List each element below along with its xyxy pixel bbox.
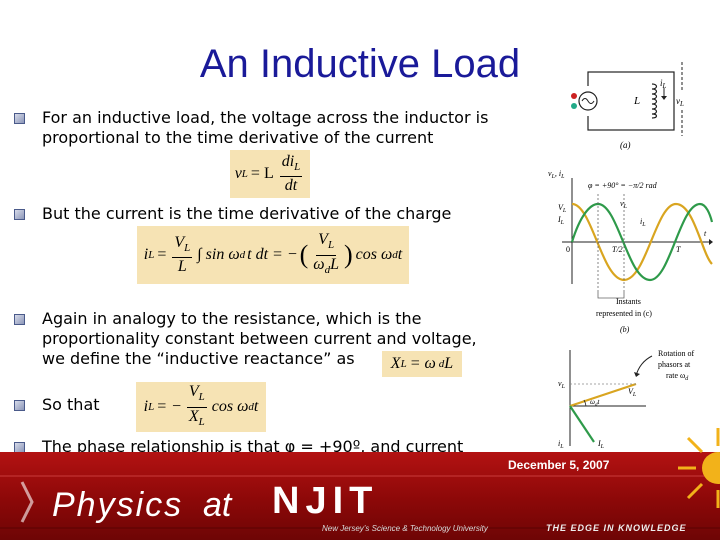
figure-phasors: ωdt vL VL iL IL Rotation of phasors at r…: [556, 346, 718, 450]
footer-slogan: THE EDGE IN KNOWLEDGE: [546, 523, 687, 533]
svg-text:Rotation of: Rotation of: [658, 349, 695, 358]
current-phasor: [569, 405, 595, 443]
footer-date: December 5, 2007: [508, 458, 610, 472]
svg-text:vL: vL: [558, 379, 566, 390]
bullet-2: But the current is the time derivative o…: [14, 204, 522, 224]
svg-text:VL: VL: [558, 203, 567, 214]
svg-text:IL: IL: [597, 439, 605, 450]
svg-text:iL: iL: [640, 217, 646, 228]
svg-text:iL: iL: [660, 78, 667, 90]
svg-text:Instants: Instants: [616, 297, 641, 306]
rotation-arrow-icon: [634, 372, 640, 377]
svg-text:phasors at: phasors at: [658, 360, 691, 369]
chevron-icon: [20, 481, 34, 523]
source-marker-icon: [571, 93, 577, 99]
voltage-phasor: [569, 382, 637, 408]
svg-text:t: t: [704, 229, 707, 238]
bullet-square-icon: [14, 113, 25, 124]
svg-text:vL: vL: [676, 96, 684, 108]
svg-text:vL: vL: [620, 199, 628, 210]
phasor-diagram: ωdt vL VL iL IL Rotation of phasors at r…: [558, 349, 695, 450]
figure-circuit: L iL vL (a): [560, 56, 690, 152]
njit-tagline: New Jersey’s Science & Technology Univer…: [322, 524, 488, 533]
svg-text:0: 0: [566, 245, 570, 254]
svg-text:iL: iL: [558, 439, 564, 450]
figure-waveforms: vL, iL φ = +90° = −π/2 rad 0 VL IL vL iL…: [544, 164, 716, 340]
voltage-curve: [571, 202, 713, 282]
svg-text:T/2: T/2: [612, 245, 623, 254]
svg-text:ωdt: ωdt: [590, 398, 600, 408]
sun-emblem-icon: [678, 428, 720, 508]
current-curve: [570, 202, 714, 282]
bullet-4: So that: [14, 395, 122, 415]
svg-text:IL: IL: [557, 215, 565, 226]
bullet-4-text: So that: [42, 395, 100, 414]
footer-at: at: [203, 486, 232, 524]
svg-text:T: T: [676, 245, 681, 254]
bullet-1-text: For an inductive load, the voltage acros…: [42, 108, 489, 147]
svg-text:rate ωd: rate ωd: [666, 371, 689, 382]
footer-banner: December 5, 2007 Physics at NJIT New Jer…: [0, 452, 720, 540]
bullet-square-icon: [14, 314, 25, 325]
waveform-graph: vL, iL φ = +90° = −π/2 rad 0 VL IL vL iL…: [548, 169, 714, 334]
inductor-coil-icon: [651, 83, 658, 119]
footer-decoration: [0, 475, 720, 529]
svg-text:φ = +90° = −π/2 rad: φ = +90° = −π/2 rad: [588, 181, 658, 190]
bullet-square-icon: [14, 400, 25, 411]
bullet-2-text: But the current is the time derivative o…: [42, 204, 452, 223]
bullet-3: Again in analogy to the resistance, whic…: [14, 309, 482, 369]
bullet-1: For an inductive load, the voltage acros…: [14, 108, 522, 148]
slide-title: An Inductive Load: [199, 42, 521, 86]
njit-logo: NJIT: [272, 480, 379, 522]
source-marker-icon: [571, 103, 577, 109]
svg-text:represented in (c): represented in (c): [596, 309, 652, 318]
axis-arrow-icon: [709, 239, 713, 245]
bullet-square-icon: [14, 209, 25, 220]
bullet-3-text: Again in analogy to the resistance, whic…: [42, 309, 477, 368]
svg-text:vL, iL: vL, iL: [548, 169, 565, 180]
circuit-diagram: L iL vL (a): [571, 62, 684, 150]
current-arrow-icon: [661, 96, 667, 100]
footer-physics: Physics: [52, 486, 184, 524]
svg-text:(b): (b): [620, 325, 630, 334]
circuit-L-label: L: [633, 95, 640, 107]
svg-text:VL: VL: [628, 387, 637, 398]
circuit-caption: (a): [620, 140, 631, 150]
